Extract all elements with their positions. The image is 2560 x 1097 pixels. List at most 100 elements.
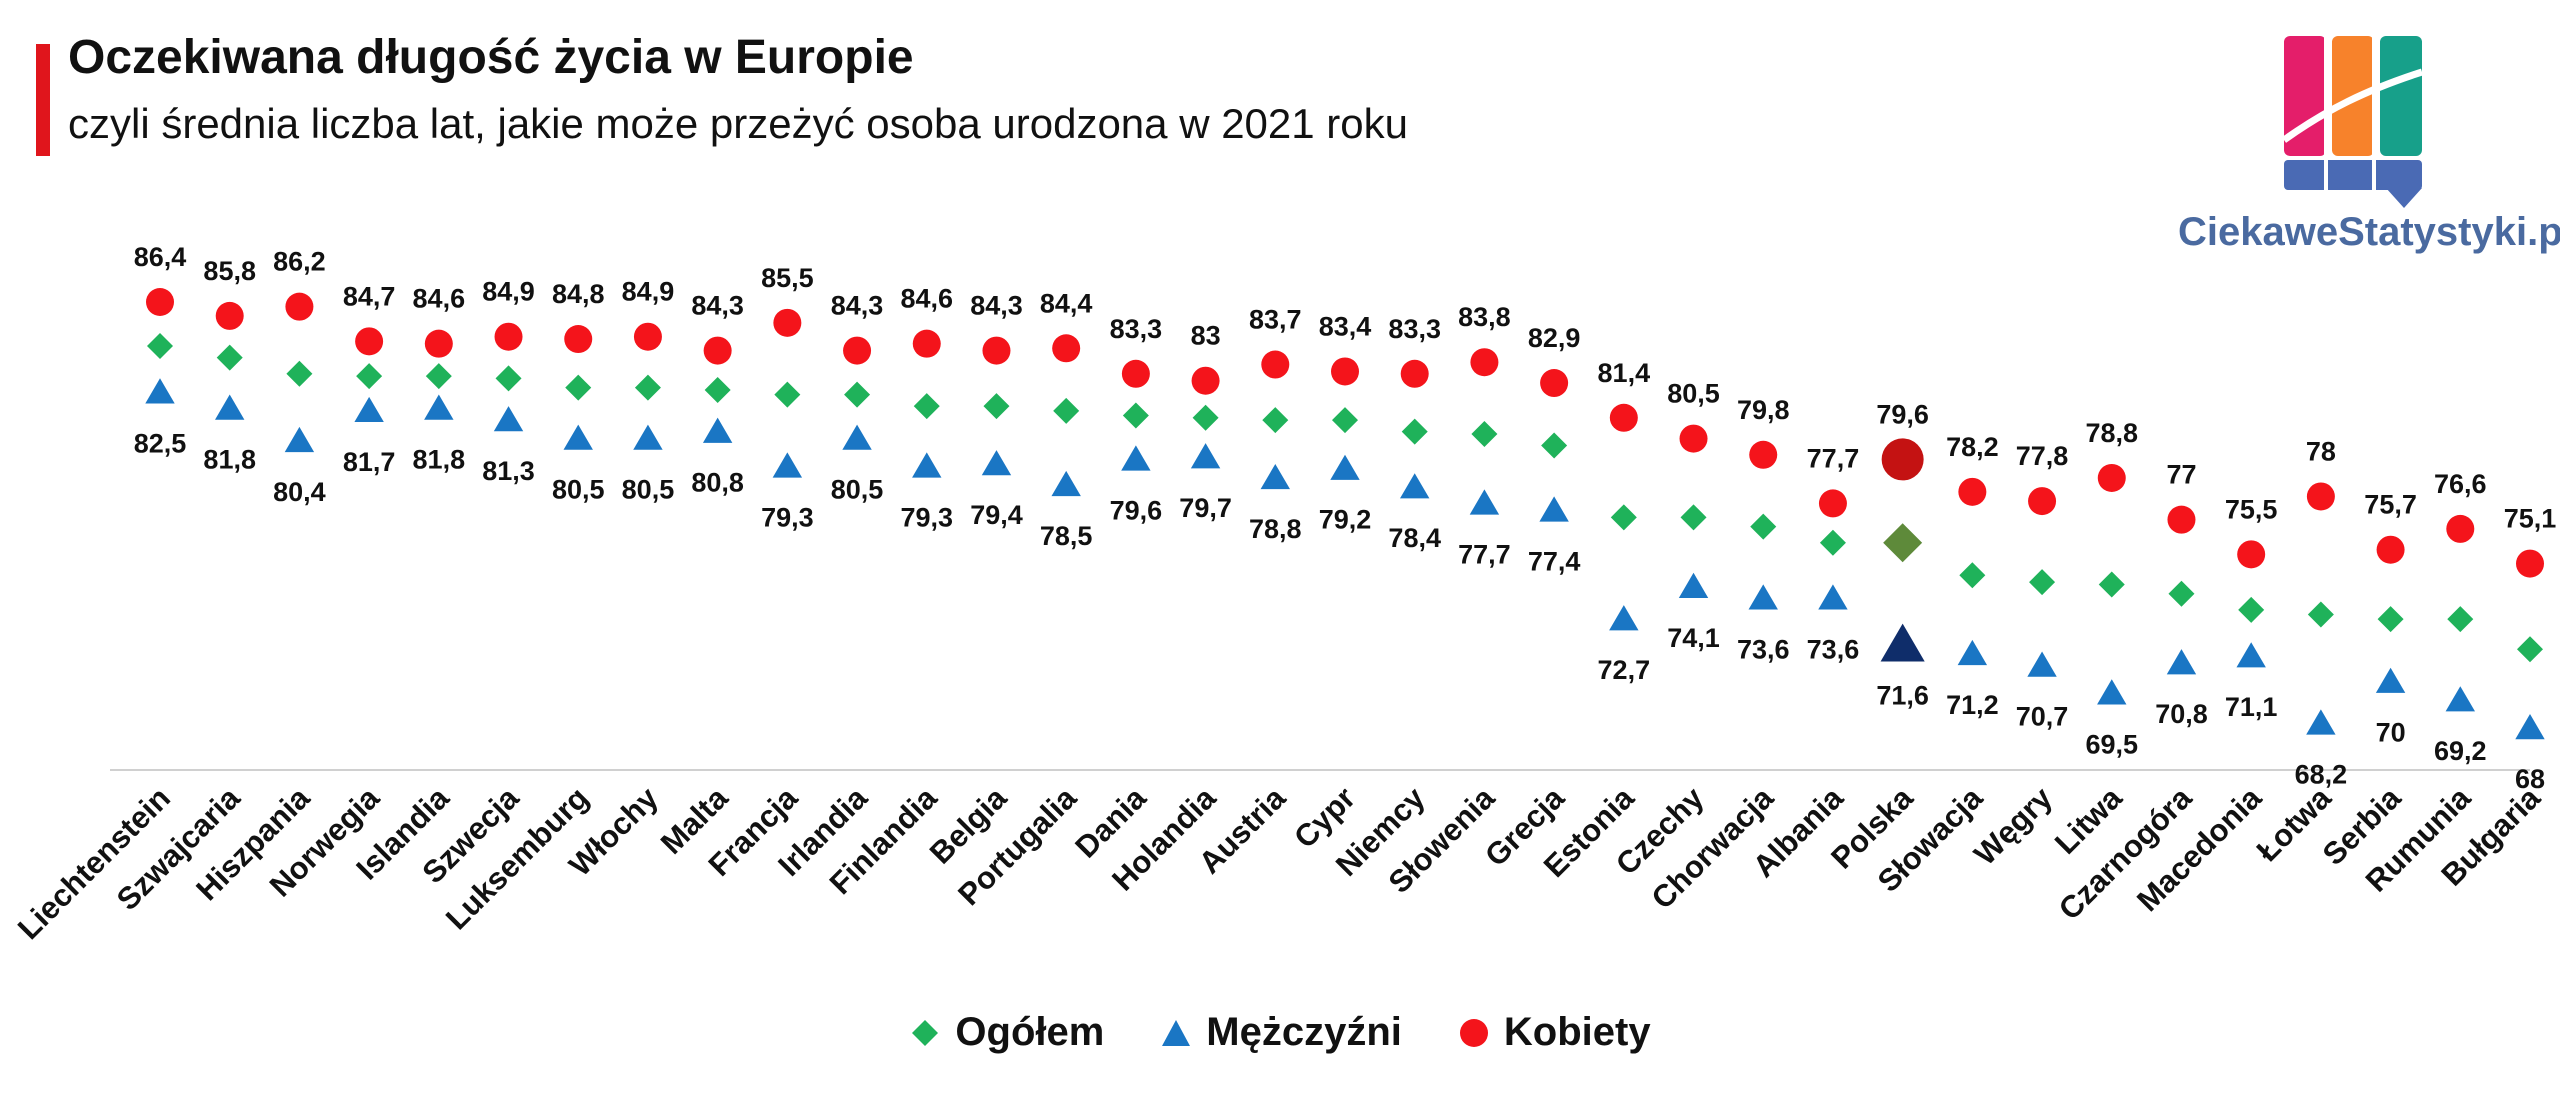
marker-mężczyźni-18 bbox=[1400, 473, 1430, 499]
marker-mężczyźni-25 bbox=[1880, 623, 1925, 662]
marker-mężczyźni-26 bbox=[1957, 639, 1988, 666]
marker-kobiety-14 bbox=[1121, 359, 1150, 388]
marker-mężczyźni-22 bbox=[1678, 572, 1709, 598]
marker-kobiety-30 bbox=[2237, 540, 2266, 569]
marker-kobiety-20 bbox=[1540, 369, 1569, 398]
marker-kobiety-27 bbox=[2028, 487, 2057, 516]
marker-kobiety-5 bbox=[494, 322, 523, 351]
marker-kobiety-0 bbox=[146, 288, 174, 316]
label-kobiety-5: 84,9 bbox=[482, 277, 535, 307]
marker-mężczyźni-20 bbox=[1539, 496, 1569, 522]
marker-kobiety-24 bbox=[1818, 489, 1847, 518]
marker-mężczyźni-12 bbox=[981, 450, 1012, 476]
label-kobiety-16: 83,7 bbox=[1249, 305, 1302, 335]
label-kobiety-13: 84,4 bbox=[1040, 288, 1093, 318]
marker-kobiety-19 bbox=[1470, 348, 1499, 377]
marker-mężczyźni-29 bbox=[2166, 649, 2197, 675]
label-mężczyźni-26: 71,2 bbox=[1946, 690, 1999, 720]
label-mężczyźni-31: 68,2 bbox=[2295, 759, 2348, 789]
marker-mężczyźni-2 bbox=[284, 426, 315, 453]
label-kobiety-23: 79,8 bbox=[1737, 395, 1790, 425]
marker-ogółem-12 bbox=[983, 393, 1010, 420]
label-kobiety-28: 78,8 bbox=[2085, 418, 2138, 448]
marker-ogółem-14 bbox=[1122, 402, 1149, 429]
marker-mężczyźni-8 bbox=[702, 417, 733, 443]
marker-kobiety-15 bbox=[1191, 366, 1220, 395]
legend: Ogółem Mężczyźni Kobiety bbox=[0, 1010, 2560, 1055]
marker-ogółem-33 bbox=[2447, 606, 2474, 633]
label-kobiety-9: 85,5 bbox=[761, 263, 814, 293]
marker-ogółem-22 bbox=[1680, 504, 1707, 531]
marker-ogółem-30 bbox=[2238, 596, 2265, 623]
label-mężczyźni-8: 80,8 bbox=[691, 468, 744, 498]
marker-kobiety-21 bbox=[1609, 403, 1638, 432]
label-kobiety-30: 75,5 bbox=[2225, 494, 2278, 524]
label-kobiety-4: 84,6 bbox=[413, 284, 466, 314]
marker-mężczyźni-16 bbox=[1260, 463, 1290, 490]
label-kobiety-2: 86,2 bbox=[273, 247, 326, 277]
marker-kobiety-11 bbox=[912, 329, 941, 358]
marker-mężczyźni-19 bbox=[1469, 489, 1500, 515]
marker-mężczyźni-0 bbox=[145, 378, 175, 404]
label-mężczyźni-25: 71,6 bbox=[1876, 681, 1929, 711]
marker-ogółem-0 bbox=[147, 332, 173, 359]
label-kobiety-17: 83,4 bbox=[1319, 311, 1372, 341]
label-kobiety-15: 83 bbox=[1191, 321, 1221, 351]
marker-mężczyźni-14 bbox=[1121, 445, 1151, 471]
marker-kobiety-31 bbox=[2306, 482, 2335, 511]
marker-kobiety-9 bbox=[773, 308, 802, 337]
label-mężczyźni-20: 77,4 bbox=[1528, 546, 1581, 576]
marker-mężczyźni-23 bbox=[1748, 584, 1778, 610]
marker-mężczyźni-30 bbox=[2236, 642, 2266, 668]
marker-ogółem-8 bbox=[704, 376, 731, 403]
marker-kobiety-32 bbox=[2376, 535, 2405, 564]
marker-kobiety-8 bbox=[703, 336, 732, 365]
life-expectancy-chart: 82,5 86,4 81,8 85,8 80,4 86,2 81,7 84,7 81,8 84,6… bbox=[11, 242, 2557, 946]
marker-ogółem-5 bbox=[495, 365, 522, 392]
marker-ogółem-21 bbox=[1610, 504, 1637, 531]
label-kobiety-22: 80,5 bbox=[1667, 379, 1720, 409]
marker-mężczyźni-3 bbox=[354, 396, 384, 423]
marker-ogółem-20 bbox=[1541, 432, 1568, 459]
marker-mężczyźni-9 bbox=[772, 452, 803, 478]
label-kobiety-33: 76,6 bbox=[2434, 469, 2487, 499]
marker-mężczyźni-6 bbox=[563, 424, 593, 450]
title-accent-bar bbox=[36, 44, 50, 156]
marker-ogółem-1 bbox=[216, 344, 243, 371]
label-mężczyźni-18: 78,4 bbox=[1388, 523, 1441, 553]
marker-mężczyźni-21 bbox=[1609, 605, 1639, 631]
marker-ogółem-31 bbox=[2307, 601, 2334, 628]
label-mężczyźni-2: 80,4 bbox=[273, 477, 326, 507]
marker-ogółem-34 bbox=[2517, 636, 2543, 663]
marker-ogółem-25 bbox=[1883, 523, 1923, 563]
label-kobiety-0: 86,4 bbox=[134, 242, 187, 272]
marker-ogółem-26 bbox=[1959, 562, 1986, 589]
label-mężczyźni-17: 79,2 bbox=[1319, 505, 1372, 535]
label-kobiety-21: 81,4 bbox=[1598, 358, 1651, 388]
marker-ogółem-2 bbox=[286, 360, 313, 387]
legend-item-ogolem: Ogółem bbox=[909, 1010, 1104, 1055]
marker-ogółem-15 bbox=[1192, 404, 1219, 431]
marker-mężczyźni-15 bbox=[1190, 443, 1221, 469]
label-mężczyźni-14: 79,6 bbox=[1110, 495, 1163, 525]
label-kobiety-27: 77,8 bbox=[2016, 441, 2069, 471]
label-kobiety-29: 77 bbox=[2166, 460, 2196, 490]
legend-label-kobiety: Kobiety bbox=[1503, 1010, 1651, 1054]
label-mężczyźni-27: 70,7 bbox=[2016, 701, 2069, 731]
marker-mężczyźni-28 bbox=[2097, 679, 2127, 705]
marker-kobiety-25 bbox=[1881, 438, 1924, 481]
marker-ogółem-32 bbox=[2377, 606, 2404, 633]
marker-mężczyźni-7 bbox=[633, 424, 663, 450]
legend-label-ogolem: Ogółem bbox=[955, 1010, 1105, 1054]
label-mężczyźni-6: 80,5 bbox=[552, 475, 605, 505]
marker-kobiety-28 bbox=[2097, 463, 2126, 492]
marker-mężczyźni-5 bbox=[493, 406, 524, 432]
label-kobiety-34: 75,1 bbox=[2504, 504, 2557, 534]
label-mężczyźni-30: 71,1 bbox=[2225, 692, 2278, 722]
label-kobiety-31: 78 bbox=[2306, 436, 2336, 466]
marker-kobiety-33 bbox=[2446, 514, 2475, 543]
marker-ogółem-27 bbox=[2029, 569, 2056, 596]
marker-ogółem-7 bbox=[634, 374, 661, 401]
marker-ogółem-4 bbox=[425, 363, 452, 390]
label-mężczyźni-21: 72,7 bbox=[1598, 655, 1651, 685]
